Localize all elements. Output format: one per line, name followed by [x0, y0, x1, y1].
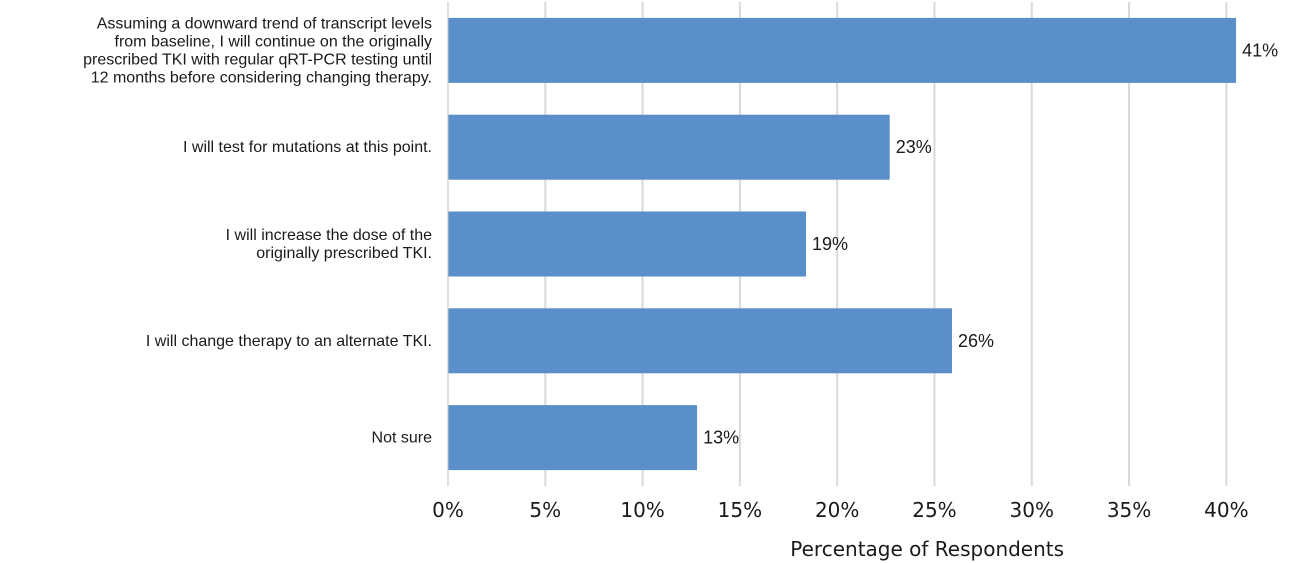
x-axis-title: Percentage of Respondents — [790, 537, 1064, 561]
category-label-1-line-3: prescribed TKI with regular qRT-PCR test… — [83, 51, 432, 68]
x-tick-label-35: 35% — [1107, 498, 1151, 522]
x-tick-labels: 0% 5% 10% 15% 20% 25% 30% 35% 40% — [432, 498, 1248, 522]
category-label-1-line-2: from baseline, I will continue on the or… — [115, 33, 433, 50]
category-label-3-line-2: originally prescribed TKI. — [256, 245, 432, 262]
bar-4 — [448, 308, 952, 374]
category-label-3-line-1: I will increase the dose of the — [226, 227, 432, 244]
data-label-2: 23% — [896, 137, 932, 157]
category-label-1-line-1: Assuming a downward trend of transcript … — [97, 15, 432, 32]
data-label-3: 19% — [812, 234, 848, 254]
data-labels: 41% 23% 19% 26% 13% — [703, 40, 1278, 447]
x-tick-label-10: 10% — [620, 498, 664, 522]
x-tick-label-40: 40% — [1204, 498, 1248, 522]
data-label-4: 26% — [958, 331, 994, 351]
x-tick-label-25: 25% — [912, 498, 956, 522]
x-tick-label-5: 5% — [529, 498, 561, 522]
category-label-4-line-1: I will change therapy to an alternate TK… — [146, 333, 432, 350]
x-tick-label-0: 0% — [432, 498, 464, 522]
x-tick-label-15: 15% — [718, 498, 762, 522]
bar-3 — [448, 211, 807, 277]
category-labels: Assuming a downward trend of transcript … — [83, 15, 432, 446]
bar-1 — [448, 17, 1237, 83]
bar-5 — [448, 405, 698, 471]
bars — [448, 17, 1237, 471]
category-label-5-line-1: Not sure — [372, 430, 433, 447]
x-tick-label-30: 30% — [1010, 498, 1054, 522]
data-label-5: 13% — [703, 428, 739, 448]
category-label-1-line-4: 12 months before considering changing th… — [91, 69, 432, 86]
category-label-2-line-1: I will test for mutations at this point. — [183, 139, 432, 156]
bar-2 — [448, 114, 890, 180]
x-tick-label-20: 20% — [815, 498, 859, 522]
data-label-1: 41% — [1242, 40, 1278, 60]
